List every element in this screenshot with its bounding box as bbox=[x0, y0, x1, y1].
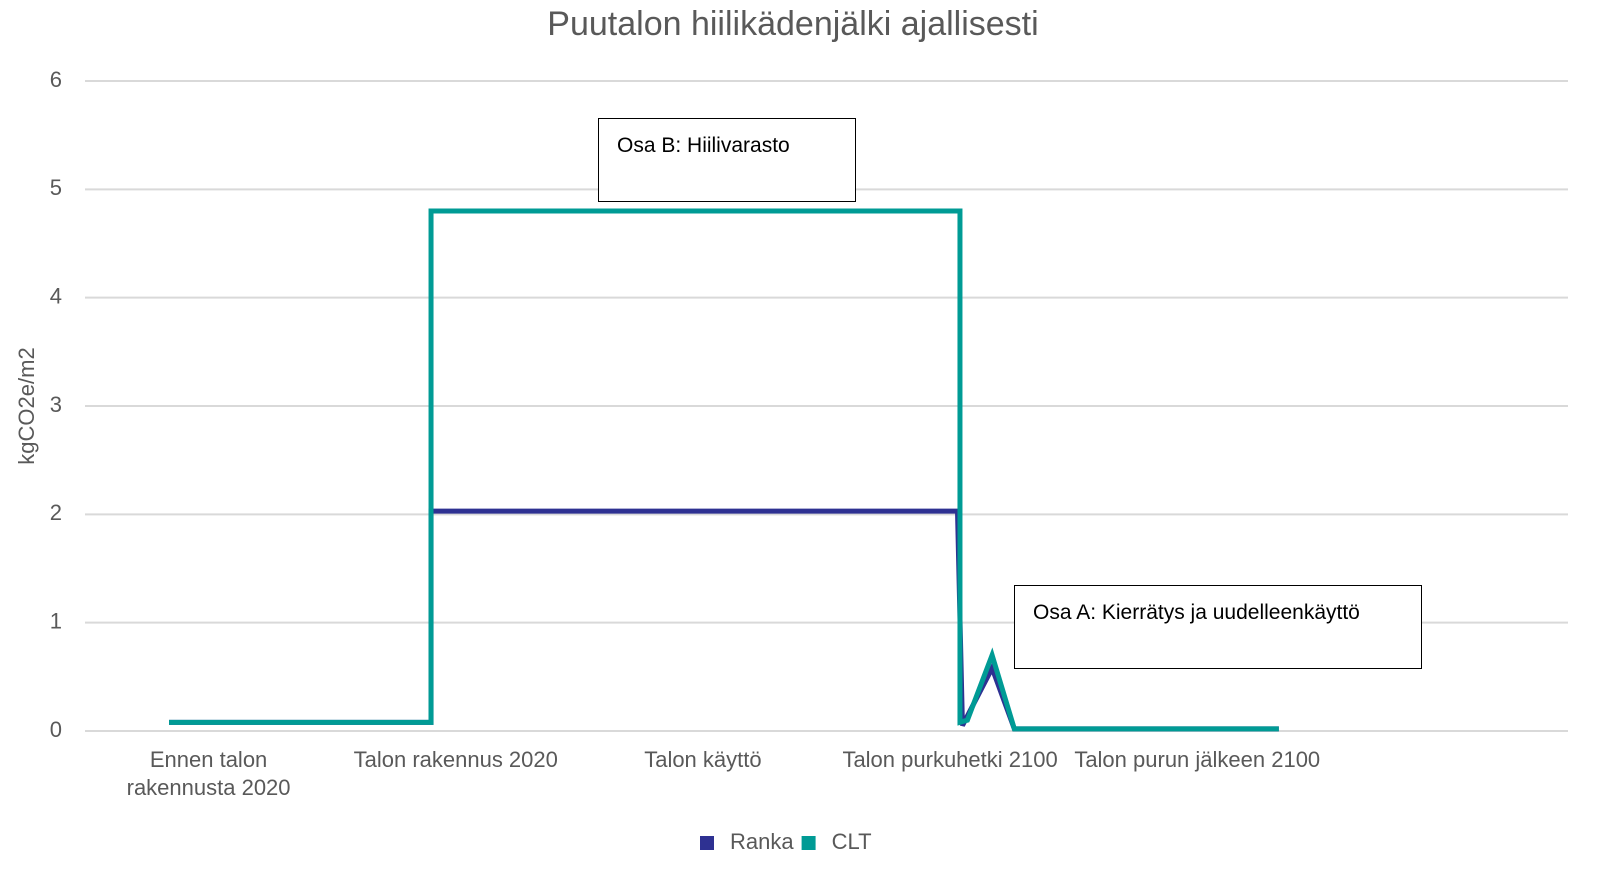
x-tick-label: Talon rakennus 2020 bbox=[353, 747, 558, 772]
chart-title: Puutalon hiilikädenjälki ajallisesti bbox=[547, 5, 1038, 43]
legend-label: Ranka bbox=[730, 829, 794, 854]
legend-swatch bbox=[700, 836, 714, 850]
legend-swatch bbox=[801, 836, 816, 850]
y-tick-label: 6 bbox=[50, 67, 62, 92]
legend-label: CLT bbox=[832, 829, 872, 854]
y-tick-label: 0 bbox=[50, 717, 62, 742]
y-tick-label: 2 bbox=[50, 500, 62, 525]
x-tick-label: Talon purun jälkeen 2100 bbox=[1074, 747, 1321, 772]
x-tick-label: Talon purkuhetki 2100 bbox=[842, 747, 1058, 772]
y-tick-label: 5 bbox=[50, 175, 62, 200]
x-tick-label: Ennen talon rakennusta 2020 bbox=[126, 747, 291, 800]
y-axis-label: kgCO2e/m2 bbox=[14, 347, 39, 464]
annotation: Osa A: Kierrätys ja uudelleenkäyttö bbox=[1014, 585, 1422, 669]
annotation: Osa B: Hiilivarasto bbox=[598, 118, 856, 202]
series-line bbox=[169, 208, 1279, 732]
y-tick-label: 4 bbox=[50, 283, 62, 308]
x-tick-label: Talon käyttö bbox=[644, 747, 762, 772]
y-tick-label: 3 bbox=[50, 392, 62, 417]
y-tick-label: 1 bbox=[50, 608, 62, 633]
